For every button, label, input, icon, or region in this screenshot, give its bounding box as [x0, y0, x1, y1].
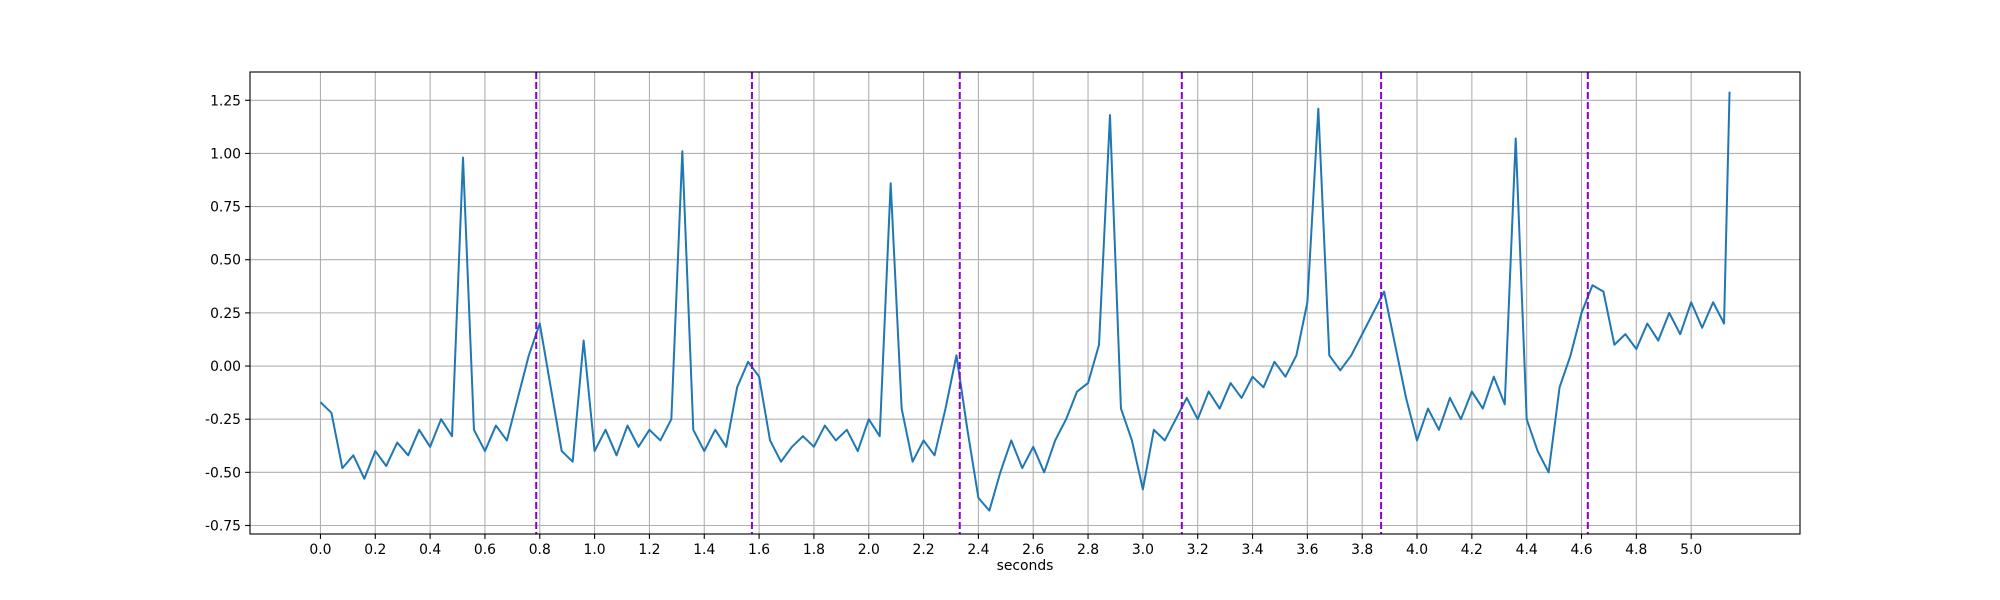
x-tick-label: 0.8: [529, 542, 551, 558]
x-tick-label: 0.6: [474, 542, 496, 558]
plot-frame: [249, 71, 1801, 535]
x-tick-label: 4.0: [1406, 542, 1428, 558]
y-tick-label: 0.25: [210, 306, 241, 322]
x-tick-label: 3.6: [1296, 542, 1318, 558]
x-tick-label: 2.4: [967, 542, 989, 558]
x-tick-label: 1.4: [693, 542, 715, 558]
x-tick-label: 4.8: [1625, 542, 1647, 558]
x-tick-label: 1.6: [748, 542, 770, 558]
signal-line: [319, 91, 1731, 512]
y-tick-label: 1.25: [210, 93, 241, 109]
y-tick-label: 0.75: [210, 200, 241, 216]
x-tick-label: 3.0: [1132, 542, 1154, 558]
y-tick-label: -0.75: [205, 518, 241, 534]
x-tick-label: 2.6: [1022, 542, 1044, 558]
x-tick-label: 4.6: [1570, 542, 1592, 558]
x-tick-label: 0.0: [309, 542, 331, 558]
x-tick-label: 1.8: [803, 542, 825, 558]
x-tick-label: 5.0: [1680, 542, 1702, 558]
y-tick-label: 0.50: [210, 253, 241, 269]
x-tick-label: 4.4: [1516, 542, 1538, 558]
x-tick-label: 2.2: [913, 542, 935, 558]
x-tick-label: 1.0: [584, 542, 606, 558]
y-tick-label: -0.50: [205, 465, 241, 481]
y-tick-label: 0.00: [210, 359, 241, 375]
x-tick-label: 1.2: [638, 542, 660, 558]
x-tick-label: 4.2: [1461, 542, 1483, 558]
x-tick-label: 0.2: [364, 542, 386, 558]
y-tick-label: -0.25: [205, 412, 241, 428]
x-tick-label: 3.4: [1241, 542, 1263, 558]
x-tick-label: 3.2: [1187, 542, 1209, 558]
x-tick-label: 3.8: [1351, 542, 1373, 558]
x-tick-label: 2.8: [1077, 542, 1099, 558]
x-axis-label: seconds: [997, 558, 1054, 574]
x-tick-label: 2.0: [858, 542, 880, 558]
y-tick-label: 1.00: [210, 146, 241, 162]
x-tick-label: 0.4: [419, 542, 441, 558]
